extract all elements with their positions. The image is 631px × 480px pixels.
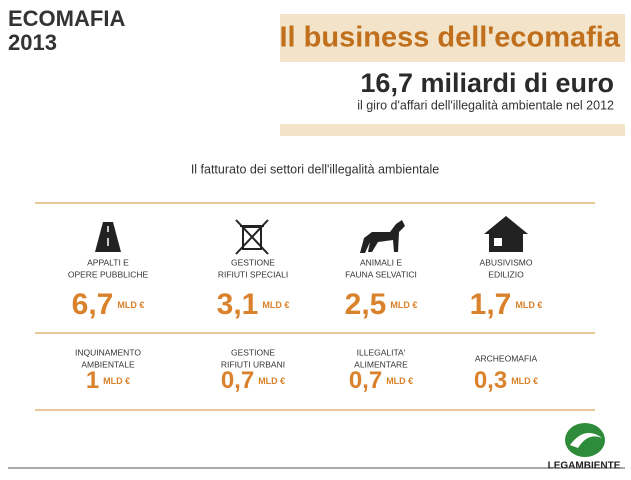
house-icon <box>494 238 502 246</box>
item-label: APPALTI E <box>87 257 129 267</box>
logo-text: LEGAMBIENTE <box>548 461 621 472</box>
road-icon <box>95 222 121 252</box>
item-value-group: 6,7 MLD € <box>72 288 145 321</box>
wolf-icon <box>360 220 405 253</box>
item-label: ARCHEOMAFIA <box>475 353 538 363</box>
item-value: 3,1 <box>217 288 259 321</box>
item-unit: MLD € <box>103 376 130 386</box>
item-label: GESTIONE <box>231 257 275 267</box>
item-value-group: 2,5 MLD € <box>345 288 418 321</box>
item-label: ANIMALI E <box>360 257 402 267</box>
logo-icon <box>565 423 605 457</box>
item-label: INQUINAMENTO <box>75 347 141 357</box>
item-unit: MLD € <box>511 376 538 386</box>
total: 16,7 miliardi di euro <box>360 68 614 98</box>
brand-year: 2013 <box>8 30 57 55</box>
item-unit: MLD € <box>386 376 413 386</box>
item-value-group: 3,1 MLD € <box>217 288 290 321</box>
item-value: 0,7 <box>349 367 382 394</box>
item-value: 6,7 <box>72 288 114 321</box>
item-unit: MLD € <box>390 300 417 310</box>
item-unit: MLD € <box>258 376 285 386</box>
subtitle: il giro d'affari dell'illegalità ambient… <box>357 98 614 112</box>
item-label: OPERE PUBBLICHE <box>68 269 149 279</box>
item-value: 0,7 <box>221 367 254 394</box>
item-unit: MLD € <box>117 300 144 310</box>
item-label: GESTIONE <box>231 347 275 357</box>
item-label: ILLEGALITA' <box>357 347 406 357</box>
item-value-group: 0,7 MLD € <box>221 367 285 394</box>
title: Il business dell'ecomafia <box>279 22 620 54</box>
item-unit: MLD € <box>262 300 289 310</box>
brand-line: ECOMAFIA <box>8 6 125 31</box>
section-title: Il fatturato dei settori dell'illegalità… <box>191 162 439 176</box>
item-unit: MLD € <box>515 300 542 310</box>
item-value: 1 <box>86 367 99 394</box>
item-label: RIFIUTI URBANI <box>221 359 285 369</box>
title-band <box>280 14 625 62</box>
item-value: 0,3 <box>474 367 507 394</box>
item-label: RIFIUTI SPECIALI <box>218 269 288 279</box>
item-value-group: 1,7 MLD € <box>470 288 543 321</box>
item-value-group: 0,7 MLD € <box>349 367 413 394</box>
item-label: AMBIENTALE <box>81 359 135 369</box>
item-value-group: 0,3 MLD € <box>474 367 538 394</box>
item-label: FAUNA SELVATICI <box>345 269 417 279</box>
item-value: 1,7 <box>470 288 512 321</box>
bin-icon <box>235 219 269 255</box>
item-label: ALIMENTARE <box>354 359 408 369</box>
item-value: 2,5 <box>345 288 387 321</box>
item-label: ABUSIVISMO <box>480 257 533 267</box>
item-label: EDILIZIO <box>488 269 524 279</box>
title-band-bottom <box>280 124 625 136</box>
item-value-group: 1 MLD € <box>86 367 130 394</box>
